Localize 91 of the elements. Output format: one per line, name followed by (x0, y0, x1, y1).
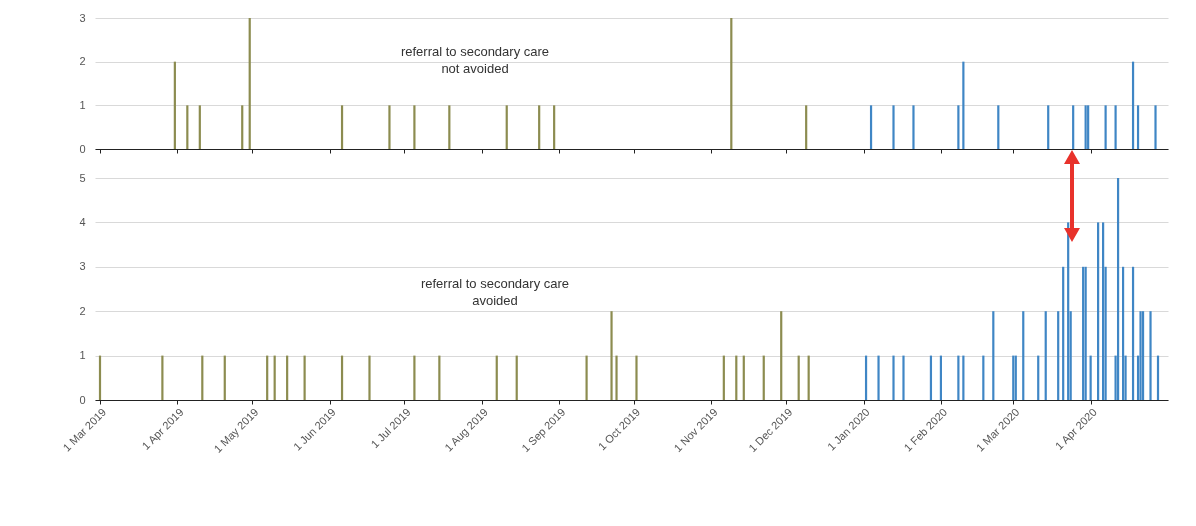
bar (1022, 311, 1025, 400)
bar (929, 355, 933, 400)
bar (877, 355, 880, 400)
bar (1072, 105, 1075, 149)
bar (615, 355, 618, 400)
bar (1097, 222, 1100, 400)
bar (807, 355, 810, 400)
bar (997, 105, 1000, 149)
bar (1044, 311, 1047, 400)
bar (912, 105, 915, 149)
bar (495, 355, 498, 400)
bar (266, 355, 269, 400)
bar (1087, 105, 1090, 149)
bar (902, 355, 905, 400)
bar (1102, 222, 1105, 400)
bar (992, 311, 995, 400)
bar (869, 105, 873, 149)
bar (1139, 311, 1142, 400)
bar (585, 355, 588, 400)
bar (1149, 311, 1152, 400)
bar (223, 355, 226, 400)
bar (939, 355, 943, 400)
bar (413, 105, 416, 149)
bar (1121, 266, 1125, 400)
annotation: referral to secondary care not avoided (400, 44, 550, 76)
bar (892, 355, 895, 400)
bar (98, 355, 102, 400)
bar (241, 105, 244, 149)
bar (957, 355, 960, 400)
bar (1057, 311, 1060, 400)
bar (1131, 266, 1135, 400)
bar (1136, 105, 1140, 149)
bar (413, 355, 416, 400)
y-tick-label: 0 (79, 393, 86, 406)
bar (962, 61, 965, 149)
bar (762, 355, 765, 400)
bar (1062, 266, 1065, 400)
bar (892, 105, 895, 149)
bar (303, 355, 306, 400)
bar (962, 355, 965, 400)
y-tick-label: 2 (79, 55, 86, 68)
bar (340, 355, 344, 400)
bar (1154, 105, 1157, 149)
bar (538, 105, 541, 149)
bar (388, 105, 391, 149)
bar (198, 105, 201, 149)
bar (340, 105, 344, 149)
bar (438, 355, 441, 400)
bar (1047, 105, 1050, 149)
bar (797, 355, 800, 400)
bar (286, 355, 289, 400)
bar (201, 355, 204, 400)
bar (505, 105, 508, 149)
bar (742, 355, 745, 400)
bar (1084, 105, 1087, 149)
bar (248, 18, 251, 149)
bar (273, 355, 276, 400)
bar (368, 355, 371, 400)
y-tick-label: 2 (79, 304, 86, 317)
bar (1116, 178, 1120, 400)
bar (957, 105, 960, 149)
bar (1131, 61, 1135, 149)
bar (161, 355, 164, 400)
y-tick-label: 3 (79, 260, 86, 273)
bar (1104, 105, 1107, 149)
bar (1114, 105, 1117, 149)
y-tick-label: 5 (79, 171, 86, 184)
y-tick-label: 4 (79, 215, 86, 228)
bar (982, 355, 985, 400)
bar (515, 355, 518, 400)
bar (1141, 311, 1145, 400)
y-tick-label: 0 (79, 142, 86, 155)
bar (553, 105, 556, 149)
bar (780, 311, 783, 400)
bar (735, 355, 738, 400)
y-tick-label: 1 (79, 98, 86, 111)
bar (1089, 355, 1092, 400)
bar (722, 355, 725, 400)
bar (805, 105, 808, 149)
bar (1037, 355, 1040, 400)
y-tick-label: 3 (79, 11, 86, 24)
bar (730, 18, 733, 149)
bar (610, 311, 613, 400)
y-tick-label: 1 (79, 349, 86, 362)
bar (448, 105, 451, 149)
bar (1156, 355, 1160, 400)
bar (186, 105, 189, 149)
bar (864, 355, 868, 400)
bar (635, 355, 638, 400)
annotation: referral to secondary care avoided (420, 276, 570, 308)
bar (173, 61, 176, 149)
